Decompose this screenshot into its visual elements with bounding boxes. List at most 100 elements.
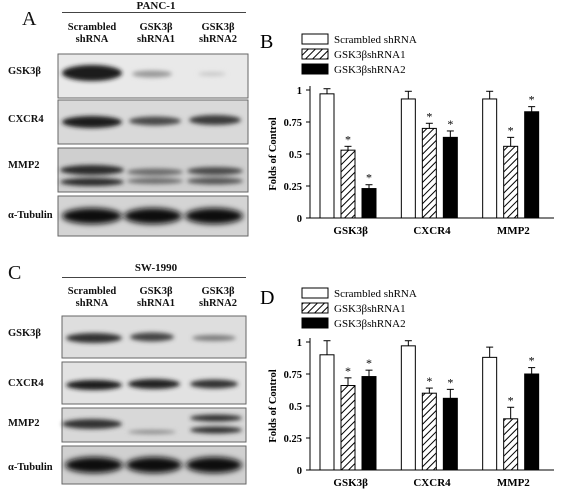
blot-band [127,178,183,184]
significance-star: * [426,109,432,123]
blot-row-label: GSK3β [8,66,41,77]
blot-band [62,65,122,81]
x-tick-label: GSK3β [333,225,368,237]
lane-header: GSK3β shRNA1 [126,286,186,310]
blot-band [192,335,236,341]
blot-row-label: α-Tubulin [8,210,53,221]
legend-swatch [301,48,329,60]
cell-line-rule-a [62,12,246,13]
y-tick-label: 0.5 [289,150,302,161]
bar [340,149,356,219]
lane-header-line: GSK3β [139,286,173,297]
y-tick-label: 0.5 [289,402,302,413]
significance-star: * [426,374,432,388]
bar [421,392,437,471]
bar [400,345,416,471]
lane-header-line: GSK3β [201,22,235,33]
blot-band [66,380,122,390]
blot-band [187,177,243,185]
blot-row-label: α-Tubulin [8,462,53,473]
blot-band [190,414,242,422]
bar [482,98,498,219]
blot-band [62,419,122,429]
x-tick-label: MMP2 [497,477,530,489]
cell-line-label-a: PANC-1 [136,0,176,12]
legend-entry: GSK3βshRNA2 [334,318,406,330]
blot-band [190,379,238,389]
lane-header: GSK3β shRNA2 [188,286,248,310]
bar [361,376,377,471]
lane-header-line: shRNA [75,34,109,45]
y-tick-label: 0.25 [284,182,302,193]
lane-header: Scrambled shRNA [60,22,124,46]
bar [503,418,519,471]
blot-band [190,426,242,434]
legend-entry: GSK3βshRNA1 [334,303,406,315]
blot-band [189,115,241,125]
significance-star: * [508,393,514,407]
panel-letter-a: A [22,8,37,30]
blot-row-label: CXCR4 [8,378,44,389]
y-tick-label: 1 [297,338,302,349]
y-axis-label: Folds of Control [268,369,279,442]
blot-band [60,165,124,175]
blot-band [62,116,122,128]
significance-star: * [345,132,351,146]
blot-band [187,167,243,175]
bar [319,354,335,471]
legend-swatch [301,287,329,299]
lane-header-line: shRNA2 [199,34,237,45]
cell-line-label-c: SW-1990 [134,262,178,274]
significance-star: * [508,123,514,137]
bar [524,111,540,219]
legend-entry: GSK3βshRNA1 [334,49,406,61]
blot-row-label: MMP2 [8,418,40,429]
lane-header-line: shRNA [75,298,109,309]
lane-header-line: GSK3β [139,22,173,33]
lane-header: Scrambled shRNA [60,286,124,310]
blot-row-label: GSK3β [8,328,41,339]
y-axis-label: Folds of Control [268,117,279,190]
legend-swatch [301,33,329,45]
bar-chart-d: D Scrambled shRNA GSK3βshRNA1 GSK3βshRNA2 0 0… [260,287,554,489]
blot-band [60,178,124,186]
legend-entry: Scrambled shRNA [334,288,417,300]
cell-line-rule-c [62,277,246,278]
blot-band [186,457,242,473]
significance-star: * [447,375,453,389]
panel-letter-d: D [260,287,274,309]
lane-header-line: Scrambled [67,22,117,33]
bar [340,385,356,471]
significance-star: * [447,117,453,131]
lane-header-line: shRNA2 [199,298,237,309]
x-tick-label: MMP2 [497,225,530,237]
y-tick-label: 1 [297,86,302,97]
panel-letter-c: C [8,262,22,284]
bar [503,145,519,219]
lane-header-line: Scrambled [67,286,117,297]
legend-swatch [301,63,329,75]
bar [421,127,437,219]
lane-header-line: GSK3β [201,286,235,297]
y-tick-label: 0 [297,214,302,225]
x-tick-label: CXCR4 [413,225,451,237]
blot-band [126,457,182,473]
western-blot-c [61,315,247,485]
bar [442,136,458,219]
legend-entry: Scrambled shRNA [334,34,417,46]
lane-header: GSK3β shRNA2 [188,22,248,46]
blot-band [62,208,122,224]
lane-header-line: shRNA1 [137,298,175,309]
bar [400,98,416,219]
legend-swatch [301,302,329,314]
significance-star: * [529,354,535,368]
bar [361,188,377,219]
y-tick-label: 0.75 [284,370,302,381]
y-tick-label: 0.25 [284,434,302,445]
panel-letter-b: B [260,31,273,53]
blot-row-label: MMP2 [8,160,40,171]
blot-row-label: CXCR4 [8,114,44,125]
significance-star: * [345,364,351,378]
blot-band [65,457,123,473]
blot-band [129,116,181,126]
